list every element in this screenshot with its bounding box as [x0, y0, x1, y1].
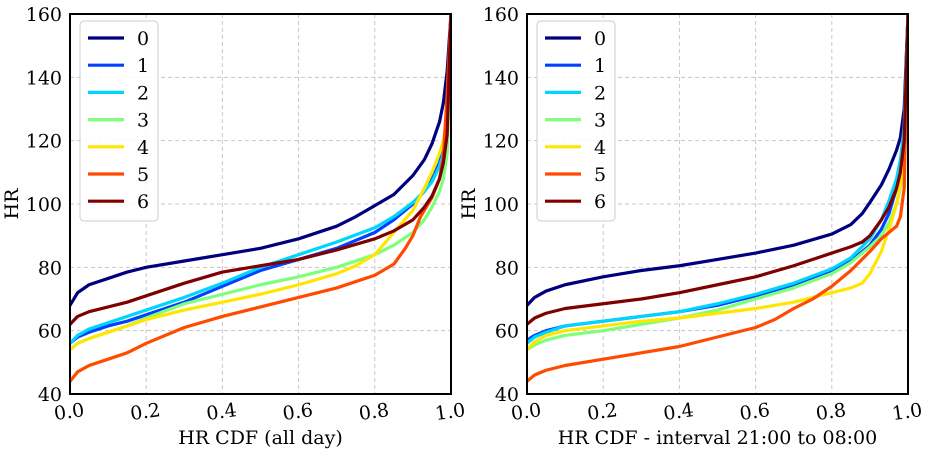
series-group: [527, 14, 908, 383]
y-axis-label: HR: [1, 188, 23, 220]
legend-entry-5: 5: [594, 164, 606, 186]
legend: 0 1 2 3 4 5 6: [79, 20, 159, 222]
legend-entry-2: 2: [594, 82, 606, 104]
legend-entry-4: 4: [594, 137, 606, 159]
series-group: [70, 14, 451, 383]
x-tick-label: 0.4: [205, 399, 238, 425]
x-tick-label: 0.2: [129, 399, 162, 425]
legend-entry-3: 3: [137, 110, 149, 132]
legend-entry-4: 4: [137, 137, 149, 159]
legend-entry-6: 6: [137, 191, 149, 213]
x-tick-label: 0.6: [738, 399, 771, 425]
x-tick-label: 0.6: [281, 399, 314, 425]
y-tick-label: 160: [26, 4, 62, 26]
x-tick-label: 1.0: [434, 399, 467, 425]
y-tick-label: 120: [26, 131, 62, 153]
legend-entry-5: 5: [137, 164, 149, 186]
legend-entry-2: 2: [137, 82, 149, 104]
series-line-2: [527, 14, 908, 345]
series-line-0: [70, 14, 451, 307]
series-line-5: [527, 14, 908, 383]
legend-entry-0: 0: [137, 28, 149, 50]
series-line-6: [527, 14, 908, 326]
y-tick-label: 60: [38, 321, 62, 343]
axes-frame: [526, 13, 909, 395]
x-tick-label: 0.4: [662, 399, 695, 425]
x-axis-label: HR CDF (all day): [178, 427, 342, 449]
x-tick-label: 0.8: [814, 399, 847, 425]
series-line-0: [527, 14, 908, 307]
legend-entry-3: 3: [594, 110, 606, 132]
y-tick-label: 100: [26, 194, 62, 216]
y-tick-label: 60: [495, 321, 519, 343]
y-tick-label: 40: [38, 384, 62, 406]
y-tick-label: 40: [495, 384, 519, 406]
axes-frame: [69, 13, 452, 395]
y-tick-label: 100: [483, 194, 519, 216]
x-tick-label: 1.0: [891, 399, 924, 425]
legend: 0 1 2 3 4 5 6: [536, 20, 616, 222]
x-tick-label: 0.0: [53, 399, 86, 425]
legend-entry-0: 0: [594, 28, 606, 50]
y-axis-label: HR: [458, 188, 480, 220]
series-line-6: [70, 14, 451, 326]
x-tick-label: 0.8: [357, 399, 390, 425]
y-tick-label: 140: [26, 67, 62, 89]
y-tick-label: 80: [495, 257, 519, 279]
y-tick-label: 140: [483, 67, 519, 89]
x-tick-label: 0.0: [510, 399, 543, 425]
legend-entry-1: 1: [137, 55, 149, 77]
x-axis-label: HR CDF - interval 21:00 to 08:00: [558, 427, 877, 449]
legend-entry-6: 6: [594, 191, 606, 213]
x-tick-label: 0.2: [586, 399, 619, 425]
y-tick-label: 160: [483, 4, 519, 26]
legend-entry-1: 1: [594, 55, 606, 77]
y-tick-label: 120: [483, 131, 519, 153]
y-tick-label: 80: [38, 257, 62, 279]
series-line-2: [70, 14, 451, 345]
series-line-4: [70, 14, 451, 352]
